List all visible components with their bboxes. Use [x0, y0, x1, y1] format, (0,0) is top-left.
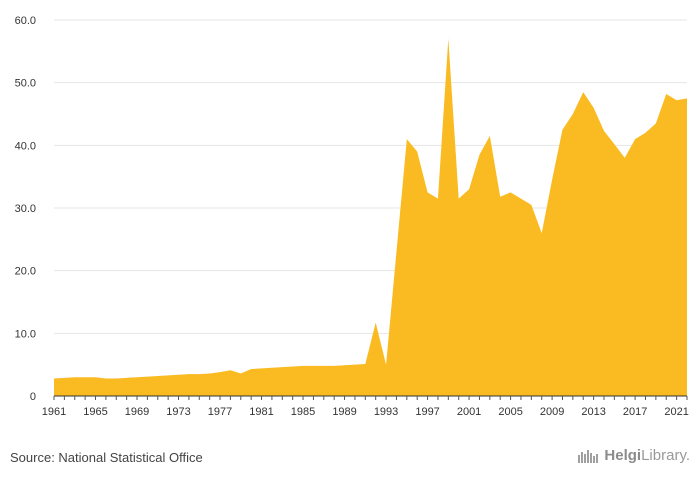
- area-series: [54, 38, 687, 397]
- y-tick-label: 20.0: [15, 266, 36, 278]
- helgi-library-logo[interactable]: Helgi Library.: [578, 447, 690, 464]
- x-tick-label: 1969: [125, 406, 149, 418]
- x-tick-label: 1993: [374, 406, 398, 418]
- x-tick-label: 2009: [540, 406, 564, 418]
- x-tick-label: 2001: [457, 406, 481, 418]
- x-tick-label: 1989: [332, 406, 356, 418]
- x-tick-label: 2017: [623, 406, 647, 418]
- logo-text-secondary: Library.: [641, 447, 690, 464]
- x-axis-tick-labels: 1961 1965 1969 1973 1977 1981 1985 1989 1993 1997…: [42, 406, 689, 418]
- x-tick-label: 1977: [208, 406, 232, 418]
- y-axis-tick-labels: 0 10.0 20.0 30.0 40.0 50.0 60.0: [15, 15, 36, 403]
- area-fill: [54, 38, 687, 397]
- x-tick-label: 2005: [498, 406, 522, 418]
- y-tick-label: 30.0: [15, 203, 36, 215]
- x-tick-label: 1985: [291, 406, 315, 418]
- skyline-logo-icon: [578, 449, 599, 463]
- x-tick-label: 1997: [415, 406, 439, 418]
- x-tick-label: 1973: [166, 406, 190, 418]
- y-tick-label: 0: [30, 391, 36, 403]
- y-tick-label: 50.0: [15, 78, 36, 90]
- y-tick-label: 40.0: [15, 140, 36, 152]
- logo-text-primary: Helgi: [604, 447, 642, 464]
- y-tick-label: 10.0: [15, 328, 36, 340]
- y-tick-label: 60.0: [15, 15, 36, 27]
- x-tick-label: 2013: [581, 406, 605, 418]
- source-note: Source: National Statistical Office: [10, 450, 203, 465]
- axes: [53, 395, 688, 400]
- area-chart: 010.020.030.040.050.060.0 1961 1965 1969 19…: [15, 15, 689, 418]
- x-tick-label: 1965: [83, 406, 107, 418]
- x-tick-label: 1981: [249, 406, 273, 418]
- x-tick-label: 2021: [664, 406, 688, 418]
- x-tick-label: 1961: [42, 406, 66, 418]
